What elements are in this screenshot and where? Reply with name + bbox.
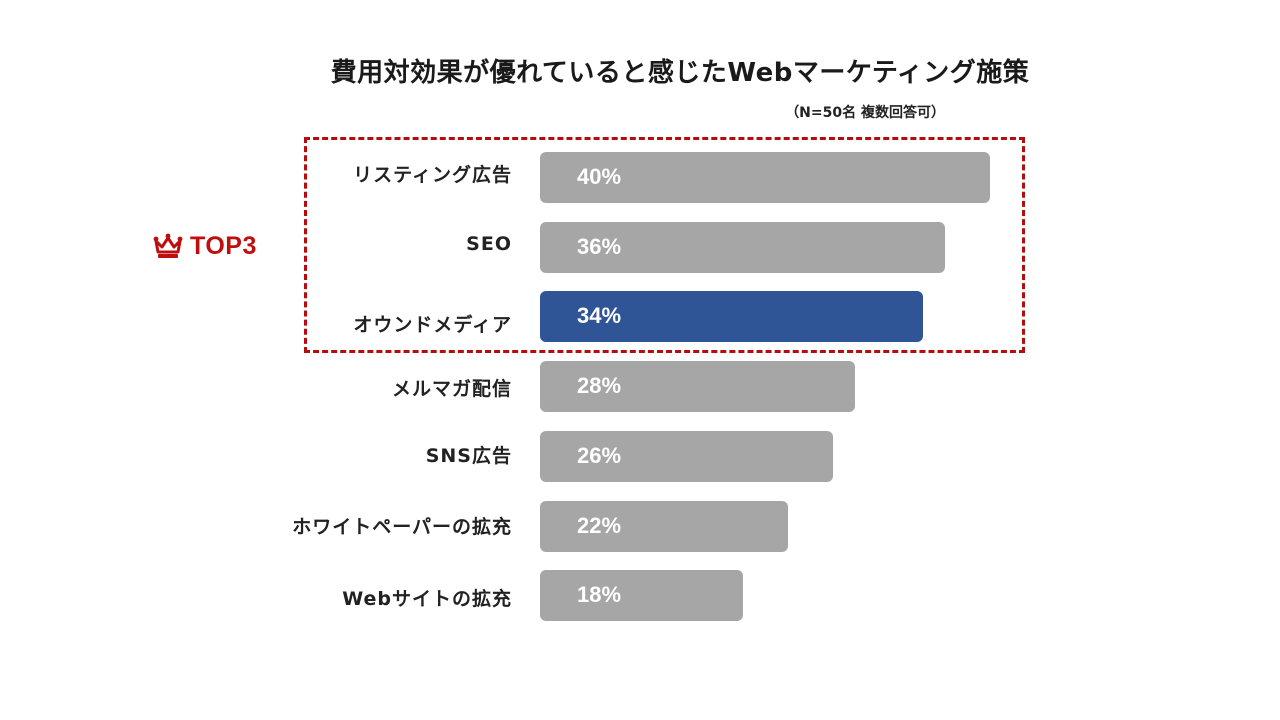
category-label: オウンドメディア [353,314,512,336]
top3-badge: TOP3 [152,228,257,264]
category-label: Webサイトの拡充 [342,588,512,610]
bar-value-label: 22% [577,512,622,538]
bar [540,152,990,203]
category-label: SNS広告 [425,445,512,467]
bar [540,500,788,552]
bar-value-label: 34% [577,303,622,329]
bar-value-label: 26% [577,442,622,468]
bar-value-label: 36% [577,233,622,259]
bar-value-label: 18% [577,582,622,608]
bar [540,361,855,413]
bar-value-label: 28% [577,373,622,399]
bar-value-label: 40% [577,164,622,189]
bar [540,570,743,622]
bar [540,221,945,273]
category-label: メルマガ配信 [391,378,512,400]
chart-title: 費用対効果が優れていると感じたWebマーケティング施策 [330,58,1030,88]
top3-label: TOP3 [190,231,257,260]
top3-highlight-box [304,137,1025,353]
bar [540,430,833,482]
category-label: リスティング広告 [353,164,512,186]
crown-icon [153,233,183,258]
sample-note: （N=50名 複数回答可） [785,105,945,121]
bar [540,291,923,343]
category-label: SEO [466,233,512,255]
category-label: ホワイトペーパーの拡充 [292,516,512,538]
